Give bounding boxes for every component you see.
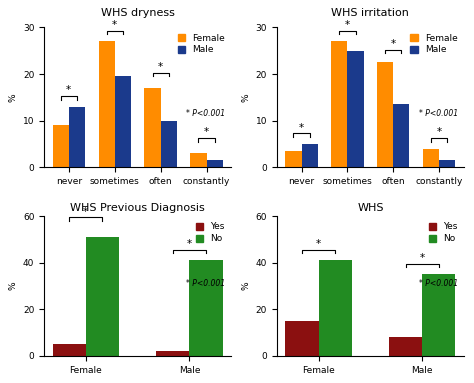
Bar [156,351,190,356]
Bar [301,144,318,167]
Text: * P<0.001: * P<0.001 [186,108,226,118]
Bar [69,106,85,167]
Title: WHS Previous Diagnosis: WHS Previous Diagnosis [70,203,205,213]
Bar [191,153,207,167]
Bar [319,260,352,356]
Text: *: * [187,239,192,249]
Text: *: * [112,20,117,30]
Bar [347,51,364,167]
Title: WHS dryness: WHS dryness [100,8,174,18]
Y-axis label: %: % [241,282,250,290]
Text: * P<0.001: * P<0.001 [419,279,458,288]
Bar [285,321,319,356]
Bar [423,149,439,167]
Bar [389,337,422,356]
Title: WHS: WHS [357,203,383,213]
Y-axis label: %: % [241,93,250,101]
Text: *: * [391,39,396,49]
Bar [331,41,347,167]
Bar [422,274,456,356]
Bar [99,41,115,167]
Bar [145,88,161,167]
Bar [161,121,177,167]
Text: *: * [299,123,304,133]
Bar [393,104,410,167]
Text: * P<0.001: * P<0.001 [186,279,226,288]
Y-axis label: %: % [9,93,18,101]
Bar [86,237,119,356]
Title: WHS irritation: WHS irritation [331,8,410,18]
Bar [53,344,86,356]
Text: *: * [419,253,425,263]
Text: *: * [83,207,88,217]
Text: * P<0.001: * P<0.001 [419,108,458,118]
Text: *: * [158,62,163,72]
Legend: Yes, No: Yes, No [194,221,227,245]
Bar [207,160,223,167]
Bar [439,160,456,167]
Text: *: * [345,20,350,30]
Bar [377,62,393,167]
Bar [115,76,131,167]
Legend: Female, Male: Female, Male [176,32,227,56]
Legend: Female, Male: Female, Male [409,32,459,56]
Text: *: * [316,239,321,249]
Bar [285,151,301,167]
Y-axis label: %: % [9,282,18,290]
Legend: Yes, No: Yes, No [427,221,459,245]
Text: *: * [437,128,442,137]
Bar [53,125,69,167]
Text: *: * [204,128,209,137]
Text: *: * [66,85,71,95]
Bar [190,260,223,356]
